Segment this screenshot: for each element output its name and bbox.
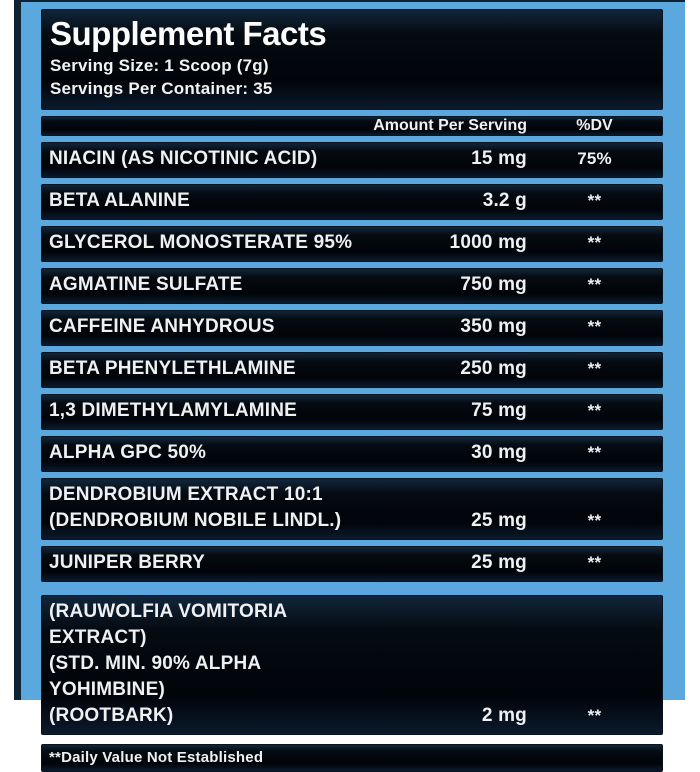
ingredient-dv: ** <box>587 191 602 210</box>
ingredient-amount: 15 mg <box>471 148 527 169</box>
ingredient-dv: ** <box>587 359 602 378</box>
ingredient-name: CAFFEINE ANHYDROUS <box>49 316 275 337</box>
ingredient-dv: ** <box>587 511 602 530</box>
ingredient-row: (RAUWOLFIA VOMITORIA EXTRACT) (STD. MIN.… <box>41 595 663 735</box>
ingredient-row: CAFFEINE ANHYDROUS 350 mg ** <box>41 310 663 346</box>
ingredient-row: GLYCEROL MONOSTERATE 95% 1000 mg ** <box>41 226 663 262</box>
ingredient-amount: 25 mg <box>471 552 527 573</box>
ingredient-name: (RAUWOLFIA VOMITORIA EXTRACT) (STD. MIN.… <box>49 601 287 726</box>
ingredient-rows: NIACIN (AS NICOTINIC ACID) 15 mg 75% BET… <box>41 142 663 735</box>
ingredient-row: AGMATINE SULFATE 750 mg ** <box>41 268 663 304</box>
servings-per-container: Servings Per Container: 35 <box>50 79 273 98</box>
ingredient-dv: ** <box>587 706 602 725</box>
ingredient-name: 1,3 DIMETHYLAMYLAMINE <box>49 400 298 421</box>
ingredient-dv: ** <box>587 401 602 420</box>
footnote-bar: **Daily Value Not Established <box>41 744 663 772</box>
percent-dv-header: %DV <box>576 117 613 134</box>
footnote-text: **Daily Value Not Established <box>49 748 264 766</box>
ingredient-name: BETA ALANINE <box>49 190 191 211</box>
supplement-facts-panel: Supplement Facts Serving Size: 1 Scoop (… <box>41 9 663 110</box>
ingredient-dv: ** <box>587 553 602 572</box>
ingredient-amount: 3.2 g <box>482 190 527 211</box>
amount-per-serving-header: Amount Per Serving <box>373 117 527 134</box>
ingredient-amount: 1000 mg <box>449 232 527 253</box>
ingredient-amount: 2 mg <box>481 705 527 726</box>
ingredient-amount: 30 mg <box>471 442 527 463</box>
ingredient-name: GLYCEROL MONOSTERATE 95% <box>49 232 353 253</box>
ingredient-dv: ** <box>587 233 602 252</box>
ingredient-name: JUNIPER BERRY <box>49 552 206 573</box>
ingredient-dv: 75% <box>577 149 612 168</box>
ingredient-row: BETA ALANINE 3.2 g ** <box>41 184 663 220</box>
ingredient-row: ALPHA GPC 50% 30 mg ** <box>41 436 663 472</box>
ingredient-amount: 250 mg <box>460 358 527 379</box>
ingredient-amount: 350 mg <box>460 316 527 337</box>
ingredient-dv: ** <box>587 443 602 462</box>
ingredient-amount: 750 mg <box>460 274 527 295</box>
ingredient-row: JUNIPER BERRY 25 mg ** <box>41 546 663 582</box>
ingredient-amount: 75 mg <box>471 400 527 421</box>
ingredient-row: DENDROBIUM EXTRACT 10:1 (DENDROBIUM NOBI… <box>41 478 663 540</box>
supplement-label-frame: Supplement Facts Serving Size: 1 Scoop (… <box>14 0 685 772</box>
ingredient-row: 1,3 DIMETHYLAMYLAMINE 75 mg ** <box>41 394 663 430</box>
serving-size: Serving Size: 1 Scoop (7g) <box>50 56 269 75</box>
ingredient-name: ALPHA GPC 50% <box>49 442 207 463</box>
ingredient-dv: ** <box>587 317 602 336</box>
ingredient-dv: ** <box>587 275 602 294</box>
ingredient-row: NIACIN (AS NICOTINIC ACID) 15 mg 75% <box>41 142 663 178</box>
ingredient-name: DENDROBIUM EXTRACT 10:1 (DENDROBIUM NOBI… <box>49 484 342 531</box>
ingredient-row: BETA PHENYLETHLAMINE 250 mg ** <box>41 352 663 388</box>
ingredient-name: BETA PHENYLETHLAMINE <box>49 358 296 379</box>
ingredient-name: AGMATINE SULFATE <box>49 274 243 295</box>
page-title: Supplement Facts <box>50 15 327 52</box>
ingredient-amount: 25 mg <box>471 510 527 531</box>
column-header-row: Amount Per Serving %DV <box>41 116 663 136</box>
ingredient-name: NIACIN (AS NICOTINIC ACID) <box>49 148 318 169</box>
